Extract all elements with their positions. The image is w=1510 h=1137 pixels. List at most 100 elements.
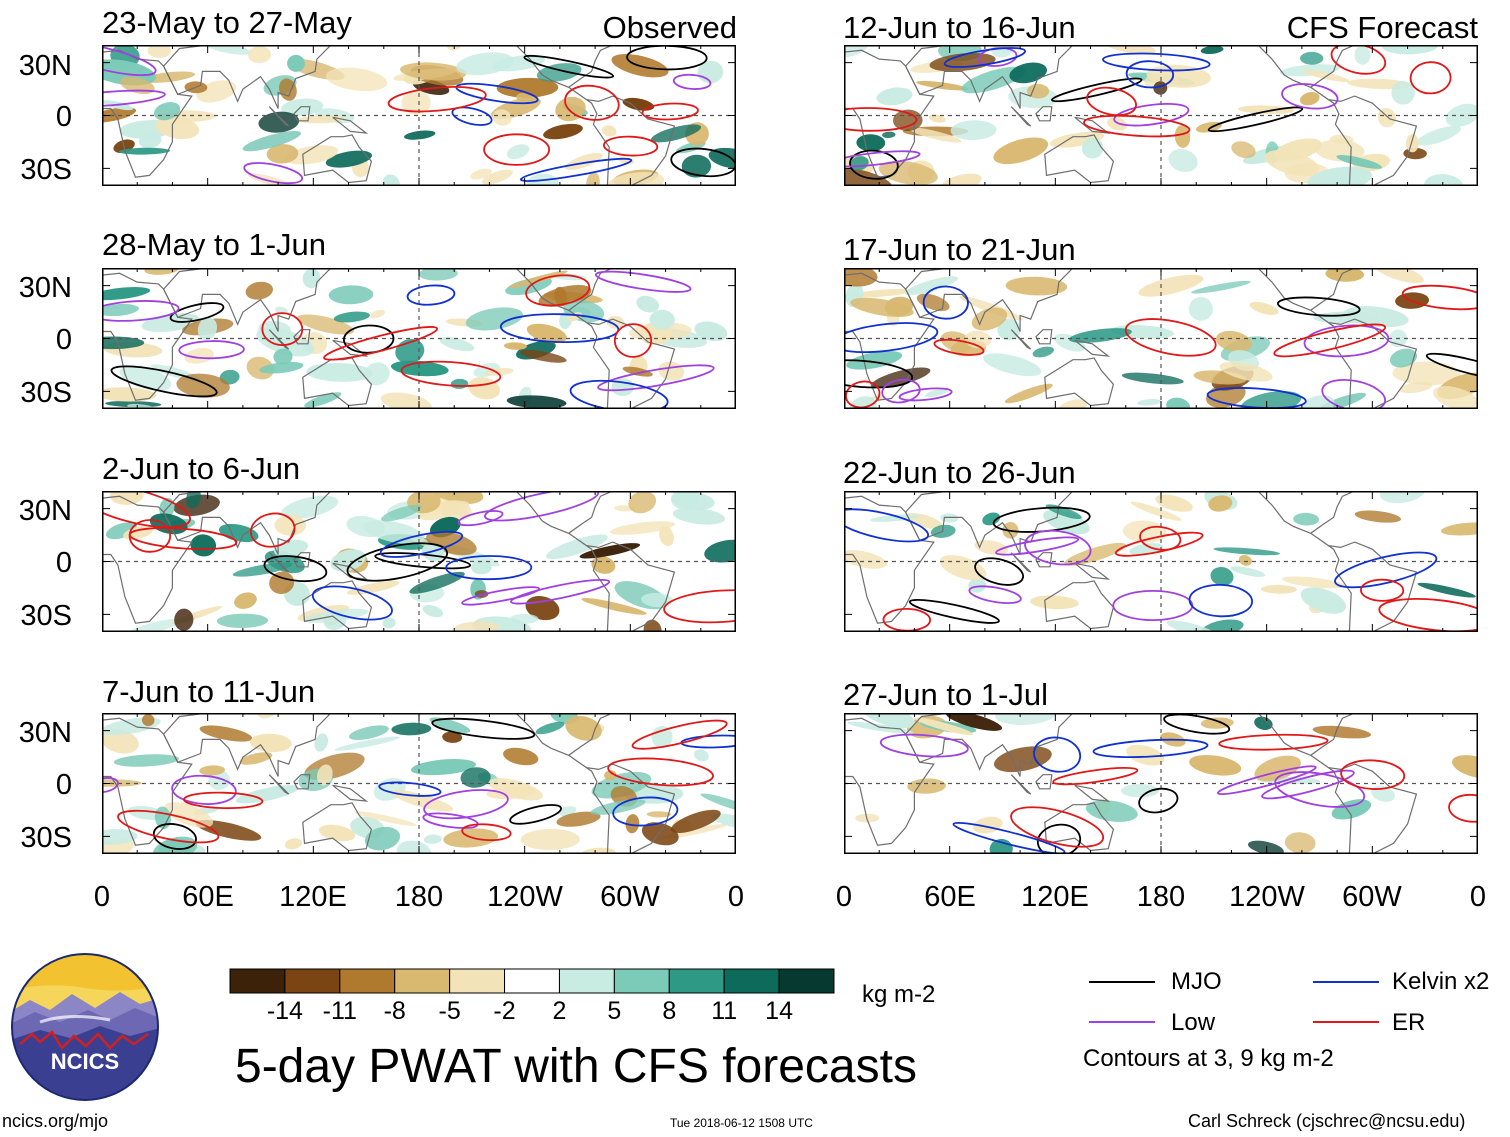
er-contour — [1010, 806, 1105, 848]
pwat-positive-anomaly — [1121, 372, 1184, 385]
pwat-positive-anomaly — [1331, 799, 1372, 820]
pwat-positive-anomaly — [1137, 398, 1162, 406]
pwat-negative-anomaly — [297, 314, 355, 335]
lon-label-180: 180 — [1136, 881, 1186, 913]
pwat-positive-anomaly — [465, 307, 523, 331]
pwat-positive-anomaly — [328, 285, 374, 305]
pwat-positive-anomaly — [535, 721, 565, 735]
pwat-negative-anomaly — [246, 356, 274, 380]
low-contour — [1024, 529, 1092, 566]
kelvin-contour — [952, 821, 1066, 854]
er-contour — [1139, 525, 1182, 551]
panel-title-obs-1: 23-May to 27-May — [102, 5, 352, 40]
pwat-positive-anomaly — [409, 571, 465, 594]
er-contour — [183, 791, 264, 810]
low-contour — [881, 378, 921, 404]
coastline — [1257, 491, 1355, 534]
coastline — [302, 802, 373, 852]
er-contour — [128, 527, 238, 551]
colorbar-labels: -14 -11 -8 -5 -2 2 5 8 11 14 — [0, 999, 1510, 1029]
pwat-negative-anomaly — [248, 46, 271, 64]
pwat-negative-anomaly — [442, 731, 463, 743]
er-contour — [663, 589, 736, 624]
mjo-contour — [1207, 106, 1304, 133]
coastline — [1010, 774, 1032, 795]
pwat-negative-anomaly — [907, 778, 946, 794]
coastline — [568, 754, 676, 854]
colorbar-tick-label: -11 — [322, 997, 357, 1025]
er-contour — [525, 274, 591, 307]
pwat-positive-anomaly — [364, 362, 390, 386]
mjo-contour — [523, 54, 615, 79]
pwat-negative-anomaly — [199, 725, 253, 742]
pwat-negative-anomaly — [941, 173, 982, 186]
pwat-negative-anomaly — [1189, 755, 1242, 776]
pwat-negative-anomaly — [266, 144, 299, 164]
coastline — [332, 784, 369, 802]
pwat-negative-anomaly — [401, 90, 431, 115]
pwat-negative-anomaly — [1027, 83, 1050, 99]
pwat-positive-anomaly — [590, 799, 646, 815]
pwat-positive-anomaly — [882, 131, 896, 139]
pwat-positive-anomaly — [961, 66, 1026, 94]
coastline — [904, 45, 1074, 109]
pwat-negative-anomaly — [1005, 276, 1068, 296]
er-contour — [1218, 733, 1329, 751]
er-contour — [631, 719, 728, 750]
pwat-negative-anomaly — [1312, 725, 1372, 739]
lat-label-30n: 30N — [18, 272, 72, 304]
pwat-positive-anomaly — [411, 759, 476, 776]
pwat-positive-anomaly — [1085, 800, 1138, 822]
coastline — [515, 45, 613, 88]
pwat-positive-anomaly — [390, 360, 449, 377]
pwat-positive-anomaly — [302, 268, 321, 289]
pwat-negative-anomaly — [1064, 542, 1127, 566]
pwat-positive-anomaly — [456, 52, 514, 76]
er-contour — [845, 380, 881, 409]
low-contour — [1303, 324, 1390, 358]
panel-title-obs-4: 7-Jun to 11-Jun — [102, 674, 316, 709]
kelvin-contour — [922, 285, 969, 320]
pwat-negative-anomaly — [504, 342, 527, 350]
pwat-positive-anomaly — [439, 337, 475, 352]
panel-title-fcst-4: 27-Jun to 1-Jul — [843, 677, 1049, 712]
coastline — [1310, 309, 1418, 409]
pwat-negative-anomaly — [279, 78, 297, 101]
pwat-negative-anomaly — [1004, 383, 1053, 404]
pwat-negative-anomaly — [492, 109, 512, 126]
mjo-contour — [343, 324, 395, 354]
colorbar-box — [558, 968, 615, 994]
pwat-negative-anomaly — [1392, 361, 1461, 386]
footer-url[interactable]: ncics.org/mjo — [2, 1111, 109, 1131]
pwat-positive-anomaly — [681, 154, 712, 178]
pwat-negative-anomaly — [164, 802, 214, 828]
low-contour — [597, 364, 715, 392]
colorbar-tick-label: 14 — [765, 997, 793, 1025]
pwat-positive-anomaly — [649, 309, 675, 330]
colorbar-box — [668, 968, 725, 994]
pwat-negative-anomaly — [1300, 91, 1320, 106]
pwat-positive-anomaly — [1168, 149, 1198, 172]
colorbar-box — [229, 968, 286, 994]
pwat-positive-anomaly — [258, 320, 291, 338]
pwat-negative-anomaly — [1215, 330, 1252, 353]
kelvin-contour — [519, 157, 633, 182]
coastline — [568, 309, 676, 409]
lat-label-30s: 30S — [20, 377, 72, 409]
map-panel-obs-2 — [102, 268, 736, 409]
pwat-negative-anomaly — [354, 811, 417, 826]
coastline — [268, 329, 290, 350]
coastline — [162, 268, 332, 332]
pwat-negative-anomaly — [945, 713, 1003, 731]
pwat-positive-anomaly — [382, 617, 396, 629]
lon-label-60e: 60E — [924, 881, 976, 913]
er-contour — [461, 823, 512, 842]
pwat-negative-anomaly — [274, 514, 307, 536]
pwat-positive-anomaly — [1416, 125, 1461, 146]
colorbar-box — [504, 968, 560, 994]
pwat-positive-anomaly — [1300, 51, 1324, 65]
mjo-contour — [110, 365, 218, 398]
er-contour — [844, 107, 918, 132]
pwat-positive-anomaly — [364, 826, 401, 851]
colorbar-box — [613, 968, 670, 994]
